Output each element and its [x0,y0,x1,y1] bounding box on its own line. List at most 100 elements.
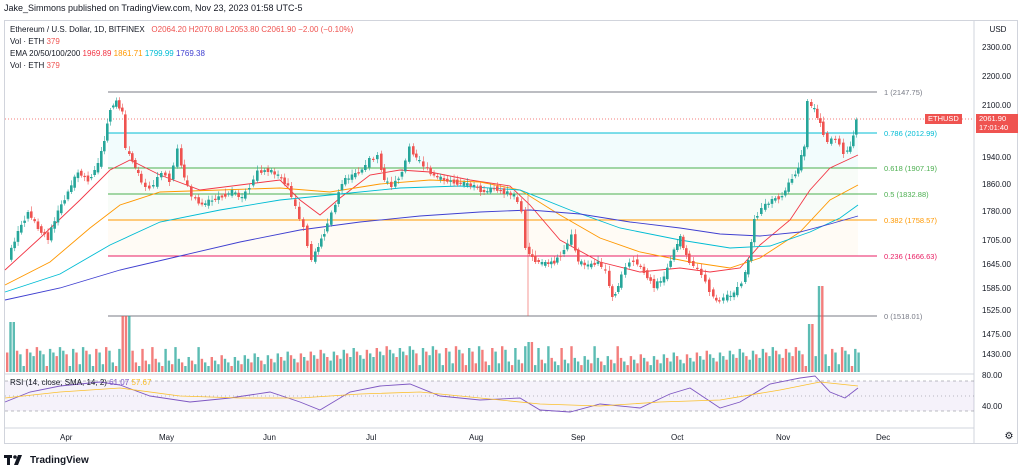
candle-body [248,188,251,190]
candle-body [586,264,590,267]
volume-bar [520,363,524,372]
fib-retracement[interactable]: 1 (2147.75) 0.786 (2012.99) 0.618 (1907.19… [5,88,974,321]
volume-bar [444,348,448,372]
volume-bar [712,357,715,372]
volume-bar [128,316,131,372]
volume-bar [438,353,441,372]
volume-bar [19,354,22,372]
candle-body [224,193,227,197]
volume-bar [190,360,194,372]
candle-body [544,262,547,266]
legend-rsi-row[interactable]: RSI (14, close, SMA, 14, 2) 61.07 57.67 [10,378,151,388]
volume-bar [580,365,583,372]
chart-frame[interactable] [4,20,1018,444]
candle-body [344,178,347,185]
volume-bar [138,366,141,372]
candle-body [692,261,695,266]
volume-bar [362,358,365,372]
volume-label: Vol · ETH [10,37,45,46]
volume-bar [154,358,157,372]
candle-body [750,242,753,261]
candle-body [266,168,270,172]
volume-bar [679,359,682,372]
candle-body [574,234,577,251]
candle-body [813,108,816,110]
volume-bar [755,354,758,372]
volume-bar [441,365,444,372]
candle-body [767,203,770,205]
price-tick: 2300.00 [982,43,1011,52]
candle-body [577,249,580,262]
candle-body [20,224,23,233]
volume-bar [398,348,402,372]
volume-bar [342,349,345,372]
candle-body [36,221,40,229]
volume-bar [359,355,362,372]
currency-label[interactable]: USD [989,25,1007,34]
volume-bar [194,364,197,372]
volume-bar [543,363,547,372]
candle-body [118,100,121,109]
volume-bar [273,362,276,372]
gear-icon[interactable]: ⚙ [1004,431,1014,442]
candle-body [140,173,143,183]
volume-bar [586,359,590,372]
candle-body [422,161,425,167]
candle-body [849,146,852,152]
candle-body [479,185,482,192]
candle-body [270,170,273,173]
candle-body [60,204,63,214]
candle-body [509,192,512,196]
volume-bar [200,358,204,372]
price-axis[interactable]: 2300.00 2200.00 2100.00 1940.00 1860.00 … [982,43,1011,359]
candle-body [736,287,739,296]
volume-bar [55,356,58,372]
volume-bar [507,361,510,372]
legend-ema-row[interactable]: EMA 20/50/100/200 1969.89 1861.71 1799.9… [10,49,205,59]
volume-bar [784,348,788,372]
publish-meta: Jake_Simmons published on TradingView.co… [4,3,303,13]
volume-bar [448,351,451,372]
candle-body [439,176,442,180]
fib-level-label: 1 (2147.75) [884,88,923,97]
legend-volume2-row[interactable]: Vol · ETH 379 [10,61,60,71]
price-tick: 1780.00 [982,207,1011,216]
volume-bar [365,349,369,372]
candle-body [394,180,397,187]
volume-bar [15,350,19,372]
fib-level-label: 0.5 (1832.88) [884,190,929,199]
volume-bar [811,324,814,372]
volume-bar [824,354,827,372]
candle-body [580,261,583,265]
candle-body [10,247,13,260]
candle-body [400,172,404,177]
volume-bar [223,358,227,372]
volume-bar [421,348,425,372]
volume-bar [801,354,804,372]
volume-bar [794,347,798,372]
candle-body [26,212,30,219]
fib-level-label: 0.236 (1666.63) [884,252,937,261]
volume-bar [415,353,418,372]
candle-body [326,223,329,232]
legend-volume-row[interactable]: Vol · ETH 379 [10,37,60,47]
volume-bar [791,356,794,372]
time-axis[interactable]: Apr May Jun Jul Aug Sep Oct Nov Dec [60,433,890,442]
volume-bar [623,361,626,372]
volume-bar [751,350,755,372]
candle-body [830,138,833,144]
ohlc-values: O2064.20 H2070.80 L2053.80 C2061.90 −2.0… [151,25,354,34]
volume-bar [540,359,543,372]
volume-bar [180,362,184,372]
volume-bar [48,348,52,372]
candle-body [70,185,73,192]
candle-body [656,281,659,289]
price-tick: 1645.00 [982,260,1011,269]
volume-bar [850,366,854,372]
candle-body [436,176,439,178]
volume-bar [114,366,118,372]
candle-body [290,186,293,197]
volume-bar [781,357,784,372]
tradingview-footer[interactable]: TradingView [4,452,89,468]
